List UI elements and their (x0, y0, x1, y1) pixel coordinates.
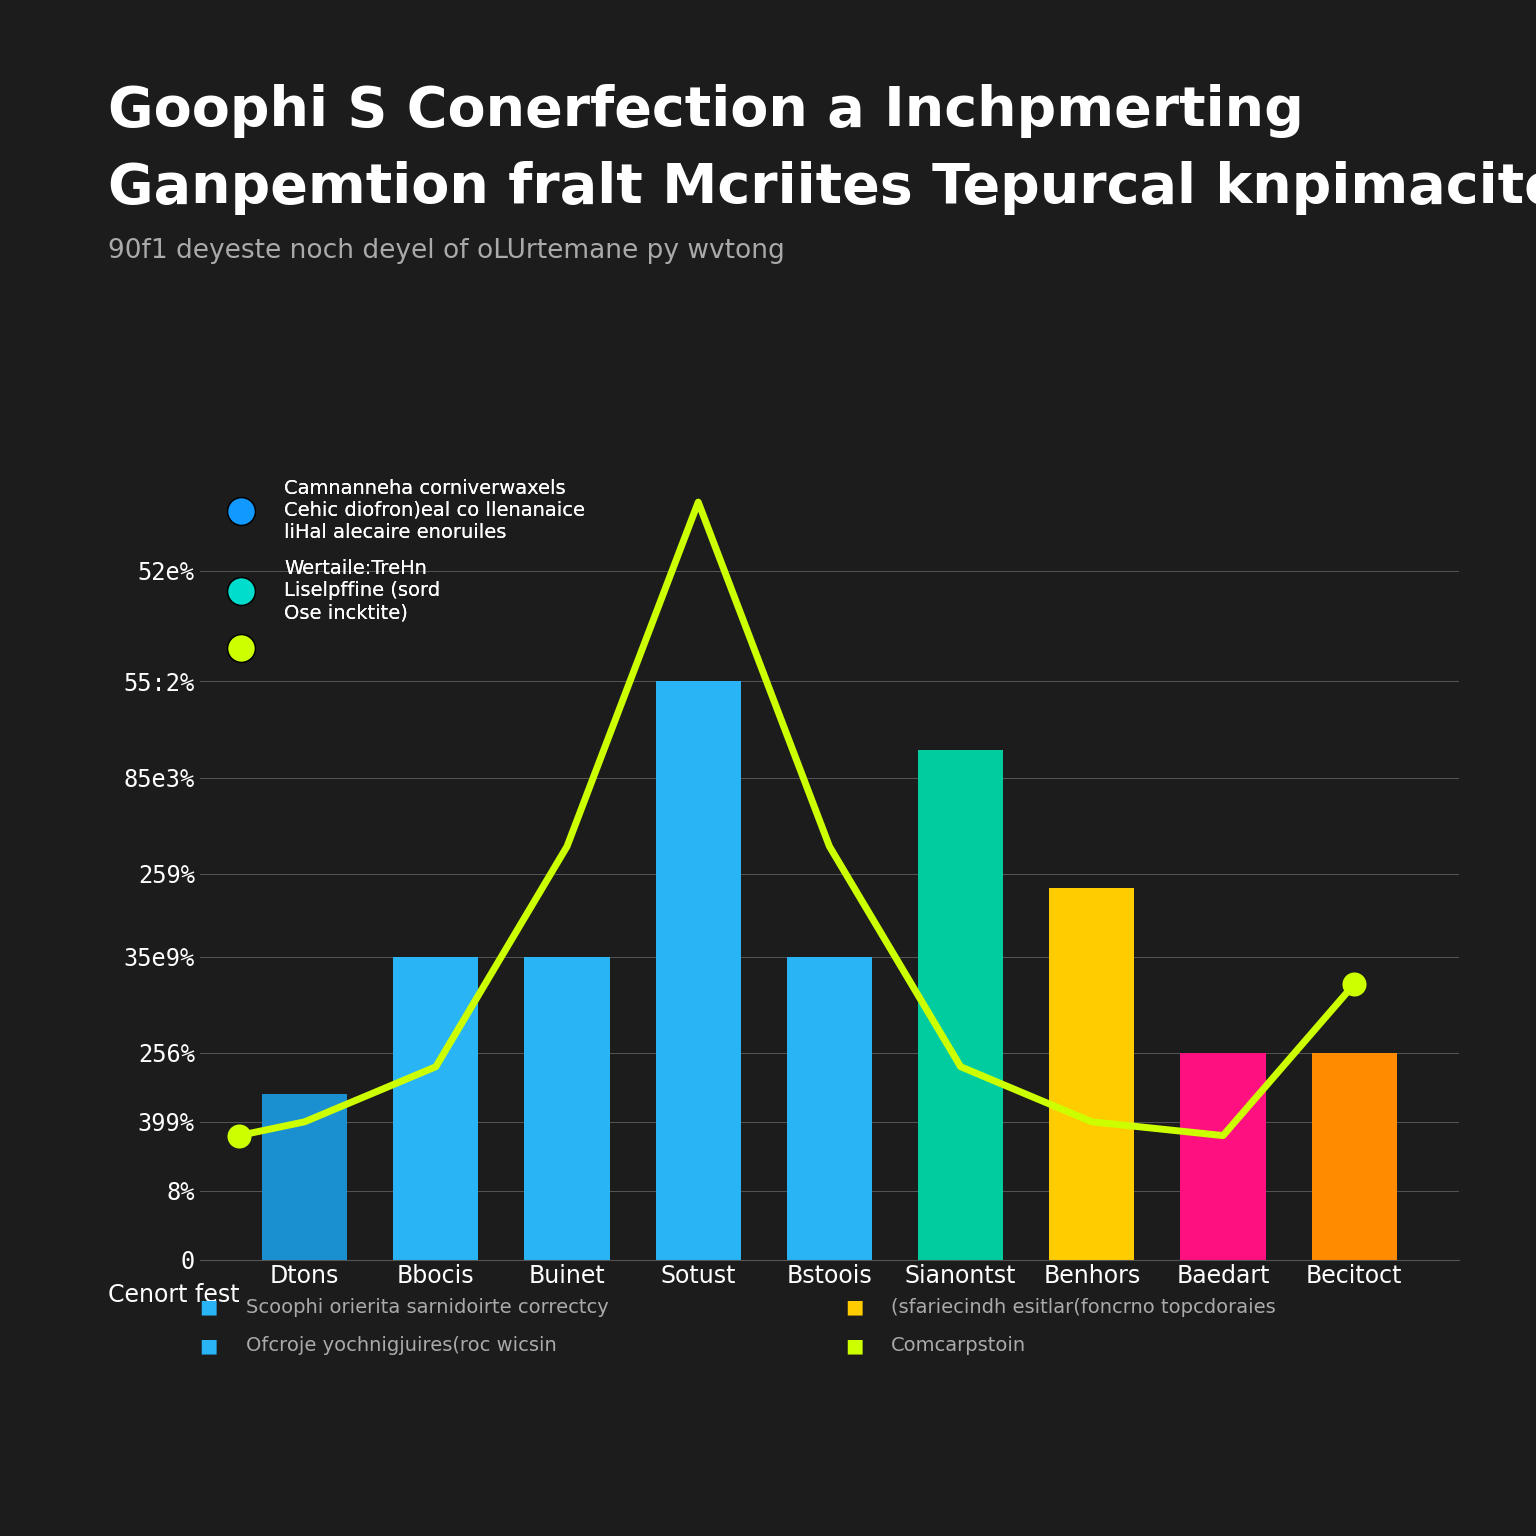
Text: ■: ■ (845, 1336, 863, 1355)
Text: Scoophi orierita sarnidoirte correctcy: Scoophi orierita sarnidoirte correctcy (246, 1298, 608, 1316)
Text: (sfariecindh esitlar(foncrno topcdoraies: (sfariecindh esitlar(foncrno topcdoraies (891, 1298, 1275, 1316)
Bar (1312, 1054, 1396, 1260)
Text: ■: ■ (200, 1336, 218, 1355)
Text: Comcarpstoin: Comcarpstoin (891, 1336, 1026, 1355)
Legend: Camnanneha corniverwaxels
Cehic diofron)eal co llenanaice
liHal alecaire enoruil: Camnanneha corniverwaxels Cehic diofron)… (223, 479, 585, 659)
Bar (786, 957, 872, 1260)
Text: Goophi S Conerfection a Inchpmerting: Goophi S Conerfection a Inchpmerting (108, 84, 1304, 138)
Bar (1180, 1054, 1266, 1260)
Point (227, 1123, 252, 1147)
Bar (263, 1094, 347, 1260)
Text: Ganpemtion fralt Mcriites Tepurcal knpimacitel Raites: Ganpemtion fralt Mcriites Tepurcal knpim… (108, 161, 1536, 215)
Text: Cenort fest: Cenort fest (108, 1283, 240, 1307)
Bar (524, 957, 610, 1260)
Text: 90f1 deyeste noch deyel of oLUrtemane py wvtong: 90f1 deyeste noch deyel of oLUrtemane py… (108, 238, 785, 264)
Text: Ofcroje yochnigjuires(roc wicsin: Ofcroje yochnigjuires(roc wicsin (246, 1336, 556, 1355)
Text: ■: ■ (200, 1298, 218, 1316)
Bar (656, 680, 740, 1260)
Text: ■: ■ (845, 1298, 863, 1316)
Bar (1049, 888, 1135, 1260)
Point (1342, 972, 1367, 997)
Bar (919, 750, 1003, 1260)
Bar (393, 957, 479, 1260)
